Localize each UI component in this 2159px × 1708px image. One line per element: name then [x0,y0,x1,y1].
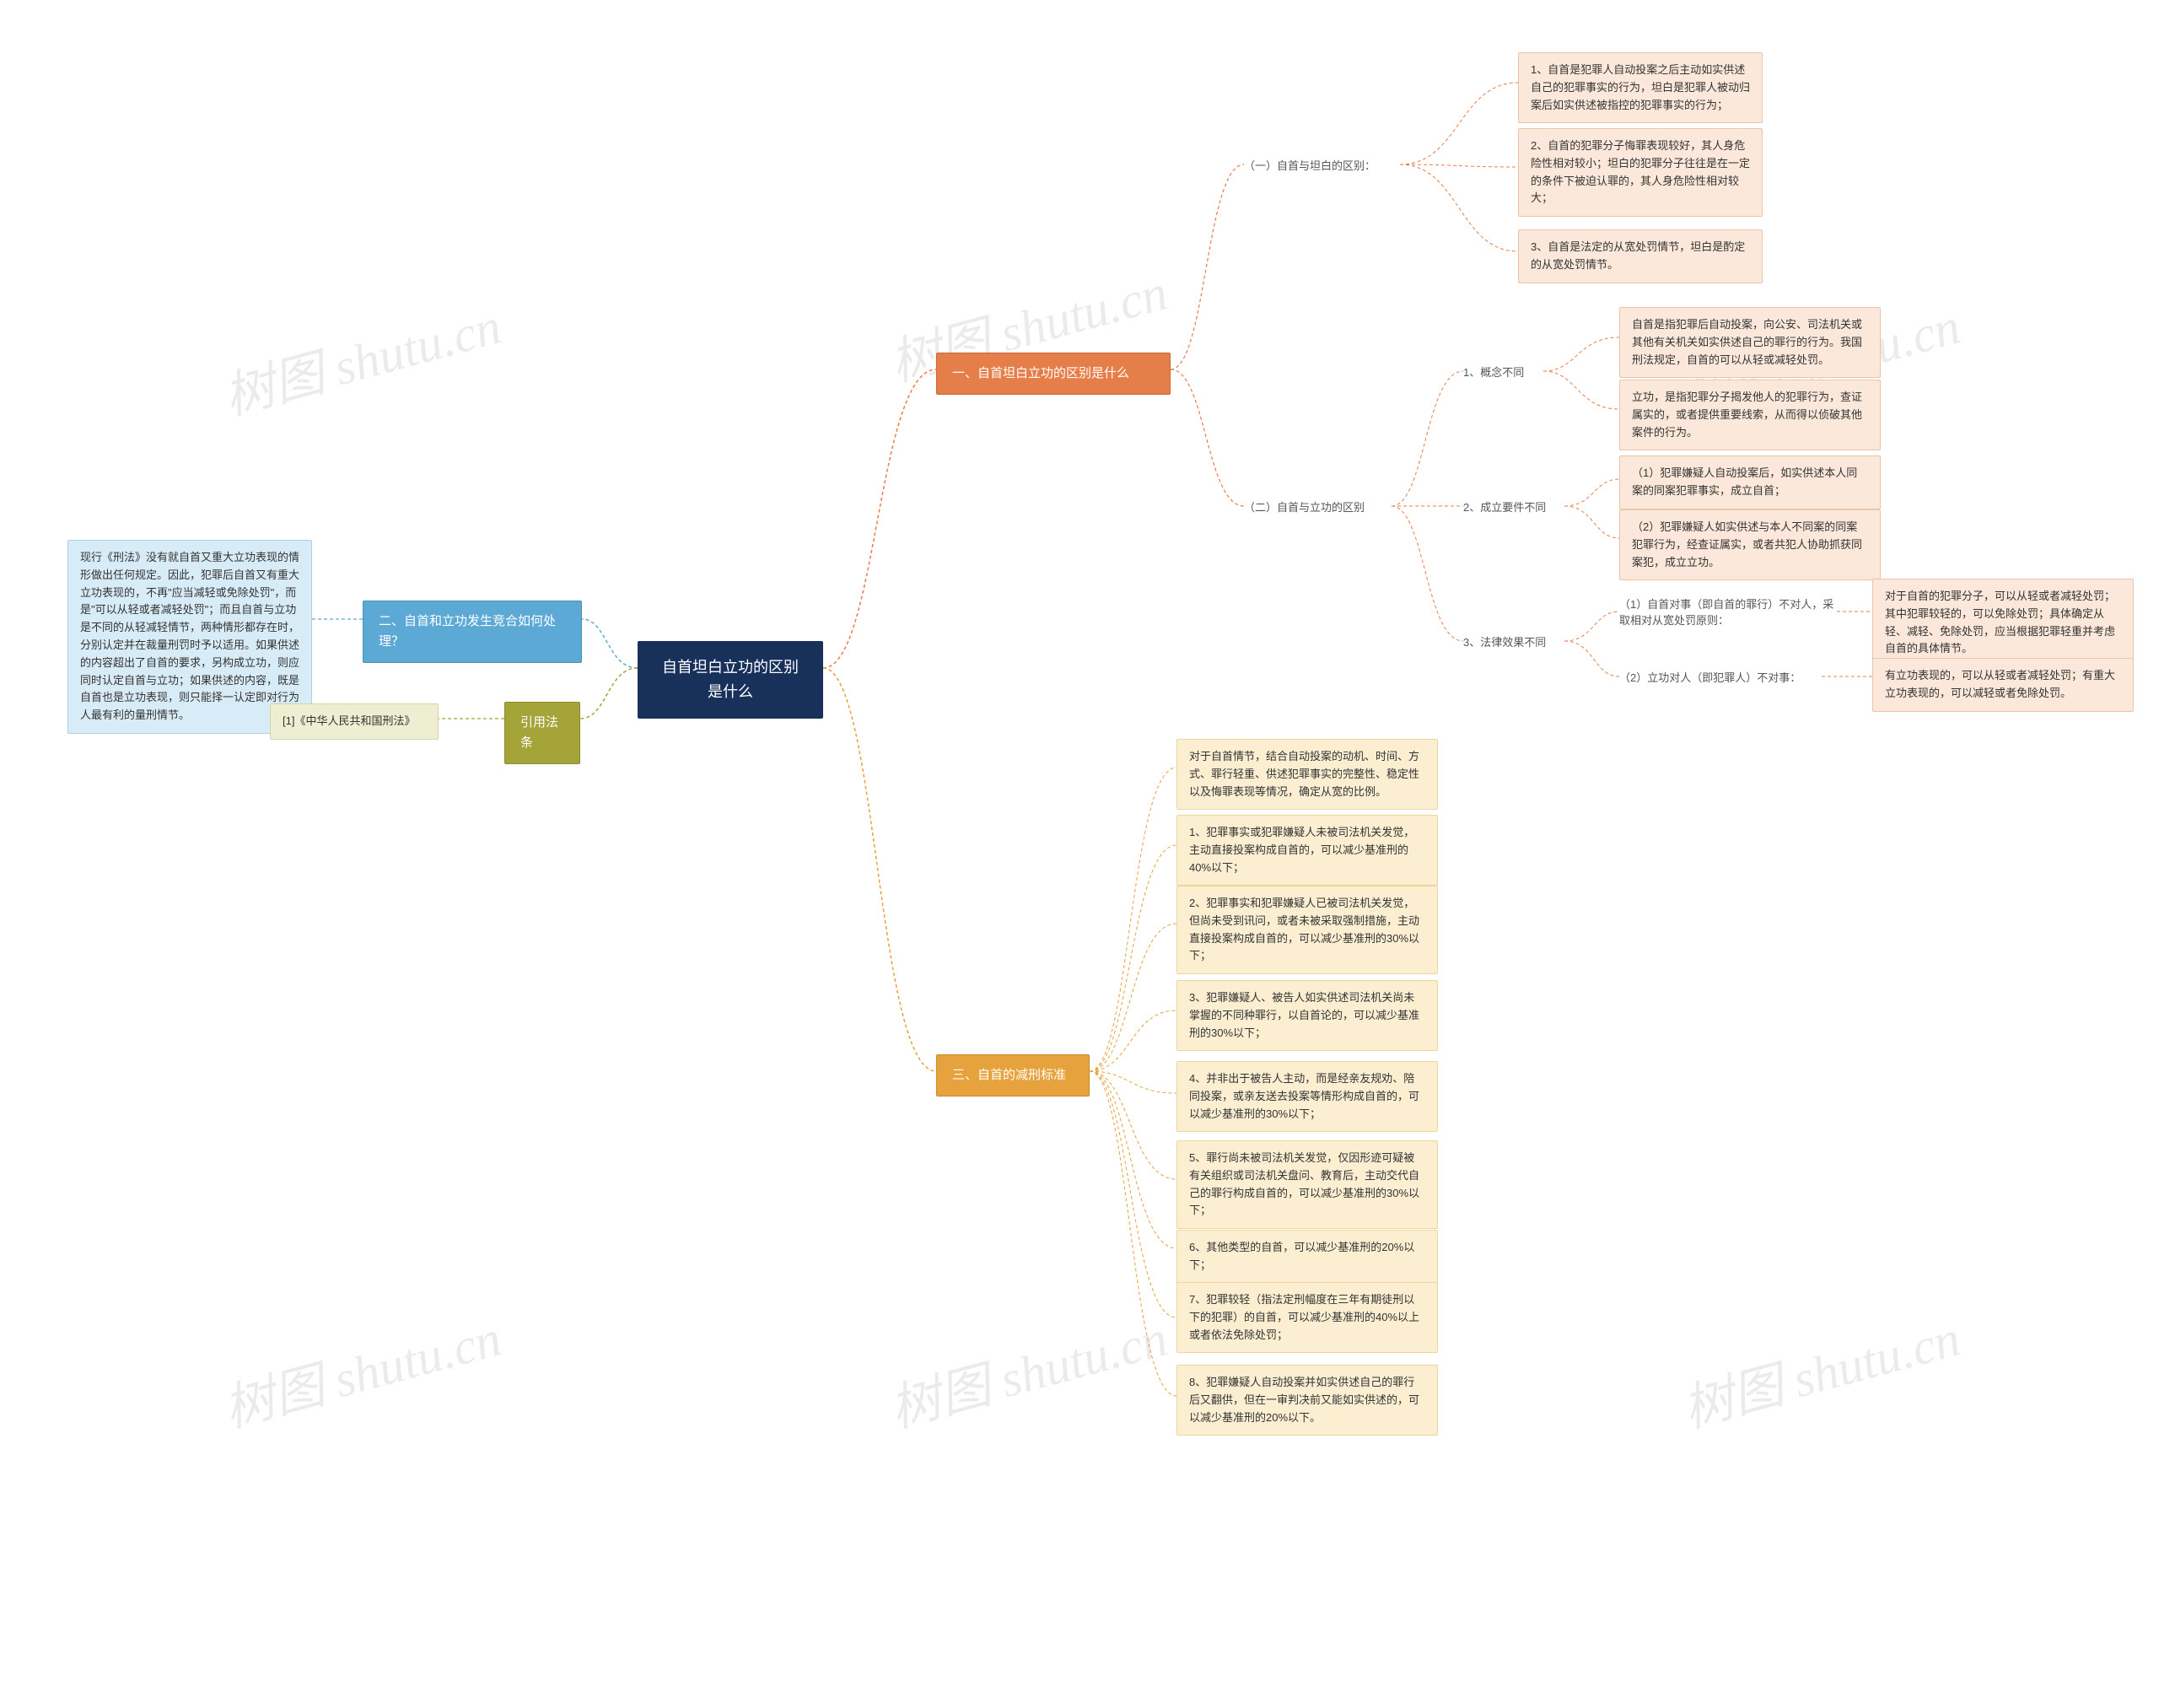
branch1-title: 一、自首坦白立功的区别是什么 [936,353,1171,395]
watermark: 树图 shutu.cn [1673,1297,1967,1441]
branch1-sub1-label: （一）自首与坦白的区别： [1244,157,1376,173]
branch3-leaf: [1]《中华人民共和国刑法》 [270,703,439,740]
branch1-sub2-label: （二）自首与立功的区别 [1244,498,1365,515]
branch4-item3: 3、犯罪嫌疑人、被告人如实供述司法机关尚未掌握的不同种罪行，以自首论的，可以减少… [1176,980,1438,1051]
branch1-sub2-1-label: 1、概念不同 [1463,364,1524,380]
branch4-item8: 8、犯罪嫌疑人自动投案并如实供述自己的罪行后又翻供，但在一审判决前又能如实供述的… [1176,1365,1438,1436]
branch1-sub2-1-item2: 立功，是指犯罪分子揭发他人的犯罪行为，查证属实的，或者提供重要线索，从而得以侦破… [1619,380,1881,450]
branch1-sub2-2-item1: （1）犯罪嫌疑人自动投案后，如实供述本人同案的同案犯罪事实，成立自首； [1619,455,1881,509]
watermark: 树图 shutu.cn [880,1297,1174,1441]
branch2-title: 二、自首和立功发生竞合如何处理？ [363,601,582,663]
branch4-item2: 2、犯罪事实和犯罪嫌疑人已被司法机关发觉，但尚未受到讯问，或者未被采取强制措施，… [1176,886,1438,974]
branch1-sub2-1-item1: 自首是指犯罪后自动投案，向公安、司法机关或其他有关机关如实供述自己的罪行的行为。… [1619,307,1881,378]
mindmap-root: 自首坦白立功的区别是什么 [638,641,823,719]
branch4-intro: 对于自首情节，结合自动投案的动机、时间、方式、罪行轻重、供述犯罪事实的完整性、稳… [1176,739,1438,810]
branch1-sub2-3-b-label: （2）立功对人（即犯罪人）不对事： [1619,669,1822,685]
branch4-item7: 7、犯罪较轻（指法定刑幅度在三年有期徒刑以下的犯罪）的自首，可以减少基准刑的40… [1176,1282,1438,1353]
branch4-title: 三、自首的减刑标准 [936,1054,1090,1096]
branch1-sub2-3-label: 3、法律效果不同 [1463,633,1546,649]
branch1-sub1-item3: 3、自首是法定的从宽处罚情节，坦白是酌定的从宽处罚情节。 [1518,229,1763,283]
branch1-sub2-3-b-item: 有立功表现的，可以从轻或者减轻处罚；有重大立功表现的，可以减轻或者免除处罚。 [1872,658,2134,712]
branch4-item5: 5、罪行尚未被司法机关发觉，仅因形迹可疑被有关组织或司法机关盘问、教育后，主动交… [1176,1140,1438,1229]
connector-lines [0,0,2159,1708]
watermark: 树图 shutu.cn [214,285,508,429]
branch3-title: 引用法条 [504,702,580,764]
branch1-sub1-item2: 2、自首的犯罪分子悔罪表现较好，其人身危险性相对较小；坦白的犯罪分子往往是在一定… [1518,128,1763,217]
branch1-sub2-2-item2: （2）犯罪嫌疑人如实供述与本人不同案的同案犯罪行为，经查证属实，或者共犯人协助抓… [1619,509,1881,580]
branch1-sub2-3-a-item: 对于自首的犯罪分子，可以从轻或者减轻处罚；其中犯罪较轻的，可以免除处罚；具体确定… [1872,579,2134,667]
branch1-sub1-item1: 1、自首是犯罪人自动投案之后主动如实供述自己的犯罪事实的行为，坦白是犯罪人被动归… [1518,52,1763,123]
branch1-sub2-3-a-label: （1）自首对事（即自首的罪行）不对人，采取相对从宽处罚原则： [1619,595,1837,628]
branch4-item4: 4、并非出于被告人主动，而是经亲友规劝、陪同投案，或亲友送去投案等情形构成自首的… [1176,1061,1438,1132]
branch1-sub2-2-label: 2、成立要件不同 [1463,498,1546,515]
branch4-item6: 6、其他类型的自首，可以减少基准刑的20%以下； [1176,1230,1438,1284]
watermark: 树图 shutu.cn [214,1297,508,1441]
branch4-item1: 1、犯罪事实或犯罪嫌疑人未被司法机关发觉，主动直接投案构成自首的，可以减少基准刑… [1176,815,1438,886]
